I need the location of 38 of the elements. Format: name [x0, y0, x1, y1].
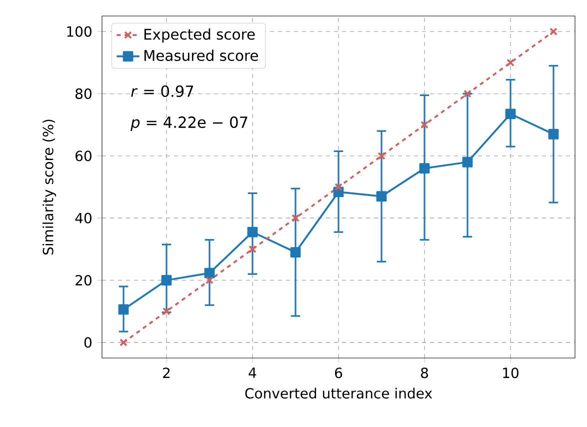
x-tick-label: 4 [248, 368, 256, 378]
y-tick-label: 60 [76, 150, 92, 162]
x-tick-label: 6 [335, 368, 342, 378]
point [334, 183, 342, 191]
annotation: r = 0.97 [131, 85, 194, 98]
point [290, 247, 301, 258]
point [162, 307, 170, 316]
point [204, 268, 215, 278]
y-tick-label: 100 [67, 26, 92, 37]
point [548, 128, 559, 140]
point [420, 120, 428, 129]
point [462, 156, 473, 168]
x-tick-label: 10 [503, 368, 518, 378]
legend-label: Measured score [144, 50, 258, 62]
legend-label: Expected score [144, 28, 255, 43]
point [120, 338, 128, 346]
point [378, 152, 386, 160]
y-tick-label: 80 [76, 88, 92, 99]
y-tick-label: 20 [76, 274, 92, 286]
x-tick-label: 2 [163, 368, 170, 378]
point [248, 245, 256, 254]
y-axis-title: Similarity score (%) [42, 120, 56, 255]
x-axis-title: Converted utterance index [245, 388, 432, 399]
y-tick-label: 0 [84, 337, 92, 348]
point [292, 214, 300, 222]
point [247, 226, 258, 238]
point [419, 163, 430, 174]
point [206, 276, 214, 284]
point [161, 275, 172, 286]
point [464, 90, 472, 98]
point [550, 28, 558, 36]
annotation: p = 4.22e − 07 [130, 116, 248, 131]
x-tick-label: 8 [420, 368, 428, 378]
y-tick-label: 40 [75, 212, 92, 224]
point [505, 108, 516, 120]
point [376, 191, 387, 202]
point [506, 58, 514, 67]
point [118, 304, 129, 315]
